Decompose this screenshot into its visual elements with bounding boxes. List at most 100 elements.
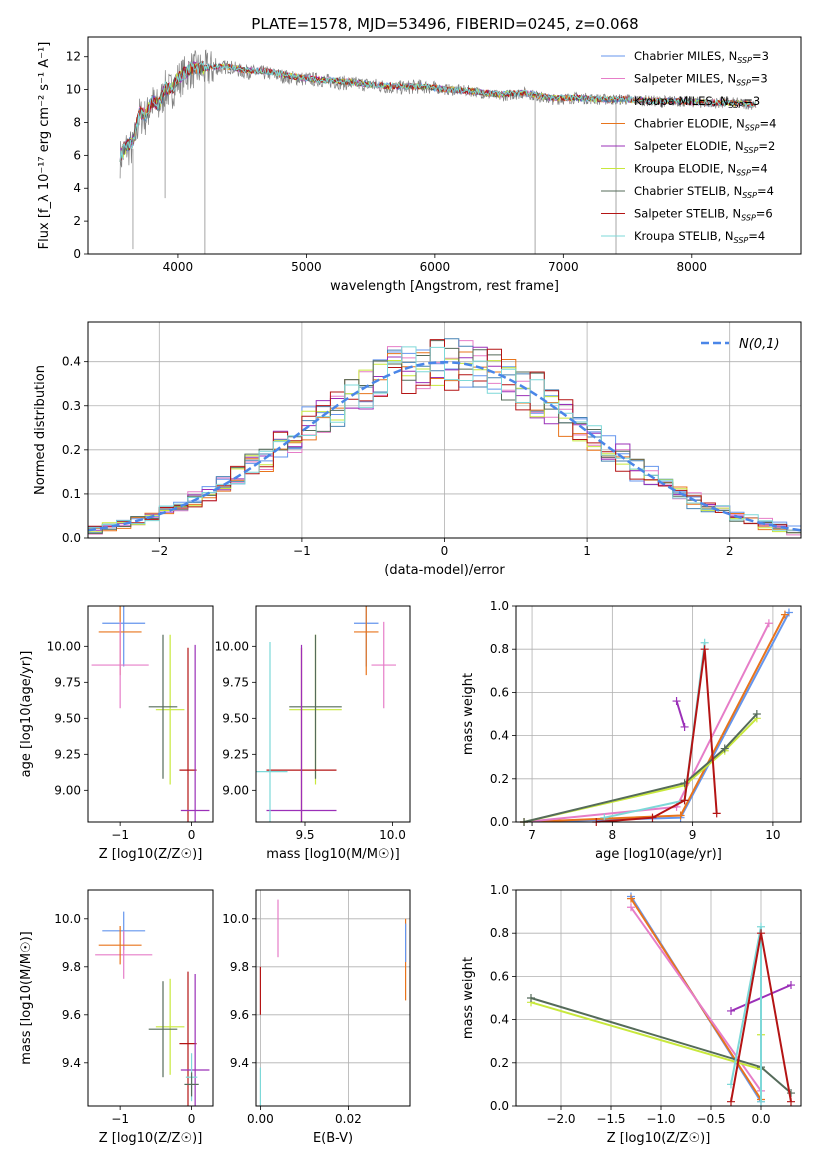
weight-point [752,710,761,718]
y-tick-label: 4 [73,181,81,195]
x-tick-label: 9 [689,828,697,842]
weight-point [527,994,535,1002]
y-tick-label: 0.0 [490,1099,509,1113]
axes-frame [87,889,214,1107]
x-tick-label: −1 [111,1112,129,1126]
axes-frame [515,889,802,1107]
y-tick-label: 0.6 [490,685,509,699]
axes-frame [255,889,411,1107]
x-tick-label: 6000 [420,260,451,274]
y-tick-label: 0.3 [62,399,81,413]
legend-entry: Salpeter ELODIE, NSSP=2 [634,139,775,155]
weight-point [648,813,657,822]
x-tick-label: 8 [609,828,617,842]
weight-point [720,744,729,753]
x-tick-label: −2 [150,544,168,558]
y-tick-label: 0.8 [490,642,509,656]
x-tick-label: 4000 [163,260,194,274]
y-axis-label: mass weight [461,957,476,1039]
x-tick-label: −1.5 [596,1112,625,1126]
x-axis-label: E(B-V) [313,1131,353,1146]
y-tick-label: 9.8 [230,960,249,974]
y-tick-label: 1.0 [490,599,509,613]
y-tick-label: 1.0 [490,883,509,897]
x-tick-label: 7 [528,828,536,842]
y-tick-label: 9.75 [54,675,81,689]
y-tick-label: 9.00 [222,783,249,797]
legend-entry: Kroupa MILES, NSSP=3 [634,94,760,110]
x-tick-label: 9.5 [295,828,314,842]
x-tick-label: 10 [765,828,780,842]
weight-point [727,1097,735,1106]
mass-vs-EBV-panel: 0.00 0.02 9.4 9.6 9.8 10.0 E(B-V) [222,889,411,1146]
x-tick-label: −2.0 [546,1112,575,1126]
x-tick-label: −1 [111,828,129,842]
x-tick-label: 0 [441,544,449,558]
weight-point [757,929,765,938]
x-axis-label: (data-model)/error [384,563,505,578]
legend-entry: N(0,1) [739,337,780,352]
weight-point [700,645,709,654]
x-tick-label: 8000 [677,260,708,274]
spectrum-data-line [119,49,757,179]
x-tick-label: 1 [583,544,591,558]
age-vs-Z-panel: −1 0 9.00 9.25 9.50 9.75 10.00 Z [log10(Z/Z☉)] a… [19,605,214,862]
spectrum-panel: Chabrier MILES, NSSP=3 Salpeter MILES, NS… [37,36,802,294]
weight-point [780,610,789,619]
y-tick-label: 0.1 [62,487,81,501]
weight-vs-Z-panel: −2.0 −1.5 −1.0 −0.5 0.0 0.0 0.2 0.4 0.6 0.8 1.0 Z [… [461,883,802,1146]
spectrum-legend: Chabrier MILES, NSSP=3 Salpeter MILES, NS… [601,49,776,245]
x-tick-label: 7000 [548,260,579,274]
y-tick-label: 10.0 [222,912,249,926]
y-tick-label: 9.6 [230,1008,249,1022]
weight-point [676,811,685,820]
weight-point [784,608,793,617]
weight-line [523,713,758,822]
weight-line [523,717,758,822]
x-tick-label: 5000 [291,260,322,274]
weight-point [764,619,773,628]
y-axis-label: Flux [f_λ 10⁻¹⁷ erg cm⁻² s⁻¹ A⁻¹] [37,42,52,250]
weight-point [787,1097,795,1106]
x-tick-label: 2 [726,544,734,558]
y-tick-label: 6 [73,148,81,162]
spectrum-model-line [119,61,756,163]
figure-title: PLATE=1578, MJD=53496, FIBERID=0245, z=0… [251,15,638,33]
weight-vs-age-panel: 7 8 9 10 0.0 0.2 0.4 0.6 0.8 1.0 age [log10(age/yr… [461,599,802,862]
weight-line [675,700,686,728]
y-tick-label: 0.8 [490,926,509,940]
weight-point [680,796,689,805]
x-tick-label: −1.0 [646,1112,675,1126]
weight-point [757,1097,765,1106]
legend-entry: Chabrier MILES, NSSP=3 [634,49,769,65]
y-axis-label: mass [log10(M/M☉)] [19,931,34,1064]
weight-point [787,981,795,990]
y-tick-label: 0.0 [62,531,81,545]
y-tick-label: 9.00 [54,783,81,797]
y-tick-label: 0.2 [490,772,509,786]
axes-frame [87,605,214,823]
y-tick-label: 10.0 [54,912,81,926]
weight-point [627,903,635,912]
y-tick-label: 9.4 [62,1056,81,1070]
x-tick-label: 10.0 [379,828,406,842]
legend-entry: Chabrier ELODIE, NSSP=4 [634,117,776,133]
legend-entry: Salpeter STELIB, NSSP=6 [634,207,773,223]
spectrum-model-line [119,60,756,162]
age-vs-mass-panel: 9.5 10.0 9.00 9.25 9.50 9.75 10.00 mass [log10(… [215,605,411,862]
mass-vs-Z-panel: −1 0 9.4 9.6 9.8 10.0 Z [log10(Z/Z☉)] mass [log… [19,889,214,1146]
x-axis-label: Z [log10(Z/Z☉)] [99,847,203,862]
y-axis-label: Normed distribution [33,365,48,495]
y-tick-label: 9.8 [62,960,81,974]
legend-entry: Kroupa STELIB, NSSP=4 [634,229,765,245]
x-axis-label: wavelength [Angstrom, rest frame] [330,279,559,294]
y-tick-label: 9.25 [54,747,81,761]
weight-point [787,1089,795,1098]
y-tick-label: 10.00 [215,639,249,653]
legend-entry: Salpeter MILES, NSSP=3 [634,72,768,88]
y-tick-label: 0.2 [490,1056,509,1070]
y-tick-label: 8 [73,115,81,129]
x-tick-label: −0.5 [696,1112,725,1126]
weight-point [727,1006,735,1015]
weight-point [712,809,721,818]
